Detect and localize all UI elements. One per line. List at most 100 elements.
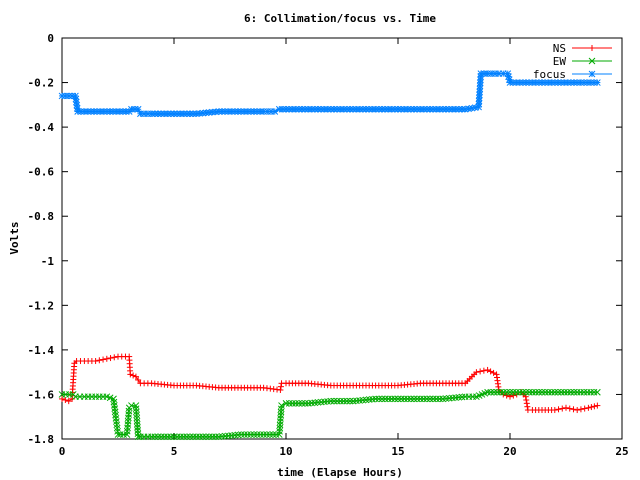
data-point (423, 105, 431, 113)
data-point (426, 105, 434, 113)
data-point (548, 388, 555, 396)
data-point (372, 395, 379, 403)
x-axis-label: time (Elapse Hours) (277, 466, 403, 479)
data-point (100, 108, 107, 115)
data-point (157, 110, 165, 118)
y-tick-label: 0 (47, 32, 54, 45)
data-point (555, 406, 562, 413)
data-point (177, 110, 184, 118)
legend-label: EW (553, 55, 567, 68)
data-point (417, 395, 424, 403)
data-point (196, 433, 203, 441)
y-tick-label: -0.4 (28, 121, 55, 134)
data-point (433, 395, 440, 403)
data-point (127, 371, 134, 378)
data-point (493, 388, 501, 396)
data-point (130, 372, 137, 379)
data-point (532, 388, 539, 396)
data-point (111, 354, 118, 361)
data-point (59, 395, 65, 402)
data-point (375, 395, 383, 403)
data-point (452, 105, 459, 113)
data-point (420, 395, 427, 403)
data-point (151, 433, 159, 441)
data-point (397, 395, 405, 403)
data-point (372, 105, 379, 113)
y-tick-label: -1.8 (28, 433, 55, 446)
data-point (559, 405, 566, 412)
series-focus (58, 70, 601, 118)
data-point (135, 376, 142, 383)
data-point (391, 395, 399, 403)
data-point (173, 433, 181, 441)
data-point (439, 105, 447, 113)
data-point (321, 105, 328, 113)
data-point (231, 108, 239, 115)
data-point (119, 108, 127, 115)
data-point (170, 433, 178, 441)
data-point (506, 79, 514, 86)
y-tick-label: -0.6 (28, 166, 55, 179)
data-point (522, 388, 530, 396)
data-point (103, 355, 110, 362)
data-point (337, 105, 344, 113)
y-tick-label: -1.6 (28, 388, 55, 401)
data-point (278, 402, 285, 409)
data-point (563, 404, 569, 411)
data-point (506, 388, 514, 396)
data-point (180, 433, 187, 441)
series-layer (58, 70, 601, 441)
data-point (538, 79, 546, 86)
data-point (295, 105, 303, 113)
data-point (340, 397, 347, 405)
data-point (545, 79, 552, 86)
data-point (381, 395, 389, 403)
data-point (545, 388, 552, 396)
data-point (337, 397, 344, 405)
data-point (490, 369, 497, 376)
data-point (212, 433, 219, 441)
data-point (114, 431, 122, 438)
y-tick-label: -0.2 (28, 77, 55, 90)
legend-marker (588, 57, 596, 65)
data-point (292, 400, 299, 407)
data-point (574, 407, 581, 414)
data-point (148, 433, 155, 441)
data-point (301, 400, 309, 407)
data-point (497, 388, 504, 396)
y-tick-label: -1 (41, 255, 55, 268)
data-point (564, 388, 571, 396)
x-tick-label: 0 (59, 445, 66, 458)
data-point (490, 388, 498, 396)
data-point (161, 433, 168, 441)
data-point (314, 105, 322, 113)
data-point (157, 433, 165, 441)
data-point (96, 357, 103, 364)
x-tick-label: 20 (503, 445, 516, 458)
legend-marker (589, 45, 595, 51)
data-point (65, 398, 72, 405)
data-point (346, 397, 354, 405)
data-point (516, 388, 523, 396)
data-point (388, 395, 395, 403)
data-point (507, 393, 513, 400)
data-point (557, 388, 565, 396)
data-point (394, 105, 402, 113)
data-point (333, 397, 341, 405)
data-point (413, 395, 421, 403)
axes: 0 5 10 15 20 25 0 -0.2 -0.4 -0.6 -0.8 -1 -1.2 -1.4 -1.… (28, 32, 629, 458)
data-point (455, 105, 463, 113)
chart-title: 6: Collimation/focus vs. Time (244, 12, 436, 25)
data-point (570, 388, 578, 396)
data-point (407, 395, 415, 403)
data-point (250, 431, 258, 438)
x-tick-label: 25 (615, 445, 628, 458)
data-point (295, 400, 303, 407)
data-point (476, 85, 484, 93)
data-point (413, 105, 421, 113)
data-point (193, 433, 200, 441)
data-point (410, 395, 418, 403)
data-point (100, 356, 107, 363)
